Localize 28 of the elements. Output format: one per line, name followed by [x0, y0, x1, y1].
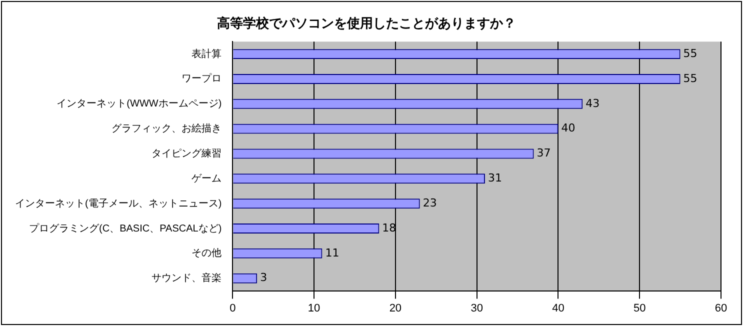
data-label: 23 — [422, 196, 437, 210]
data-label: 11 — [325, 246, 340, 260]
x-tick-label: 40 — [552, 302, 564, 314]
y-tick-label: ワープロ — [182, 72, 222, 85]
data-label: 18 — [382, 221, 396, 234]
y-tick-label: その他 — [192, 247, 222, 260]
y-tick-label: サウンド、音楽 — [152, 272, 222, 284]
x-tick-label: 10 — [308, 302, 320, 314]
data-label: 3 — [260, 271, 268, 284]
data-label: 40 — [561, 122, 576, 135]
x-tick-label: 60 — [714, 302, 728, 314]
data-label: 31 — [488, 172, 502, 185]
y-tick-label: インターネット(WWWホームページ) — [56, 98, 222, 110]
data-label: 37 — [536, 146, 551, 160]
x-tick-label: 20 — [389, 302, 402, 314]
data-label: 43 — [586, 96, 600, 110]
y-tick-label: 表計算 — [192, 48, 222, 60]
chart-title: 高等学校でパソコンを使用したことがありますか？ — [217, 15, 516, 30]
x-tick-label: 0 — [230, 302, 236, 314]
x-tick-label: 30 — [470, 302, 483, 314]
data-label: 55 — [683, 72, 698, 85]
y-tick-label: グラフィック、お絵描き — [112, 122, 222, 135]
y-tick-label: インターネット(電子メール、ネットニュース) — [14, 198, 222, 210]
data-label: 55 — [683, 46, 698, 60]
x-tick-label: 50 — [633, 302, 646, 314]
y-tick-label: タイピング練習 — [152, 147, 222, 160]
y-tick-label: プログラミング(C、BASIC、PASCALなど) — [29, 222, 222, 234]
y-tick-label: ゲーム — [192, 173, 222, 184]
